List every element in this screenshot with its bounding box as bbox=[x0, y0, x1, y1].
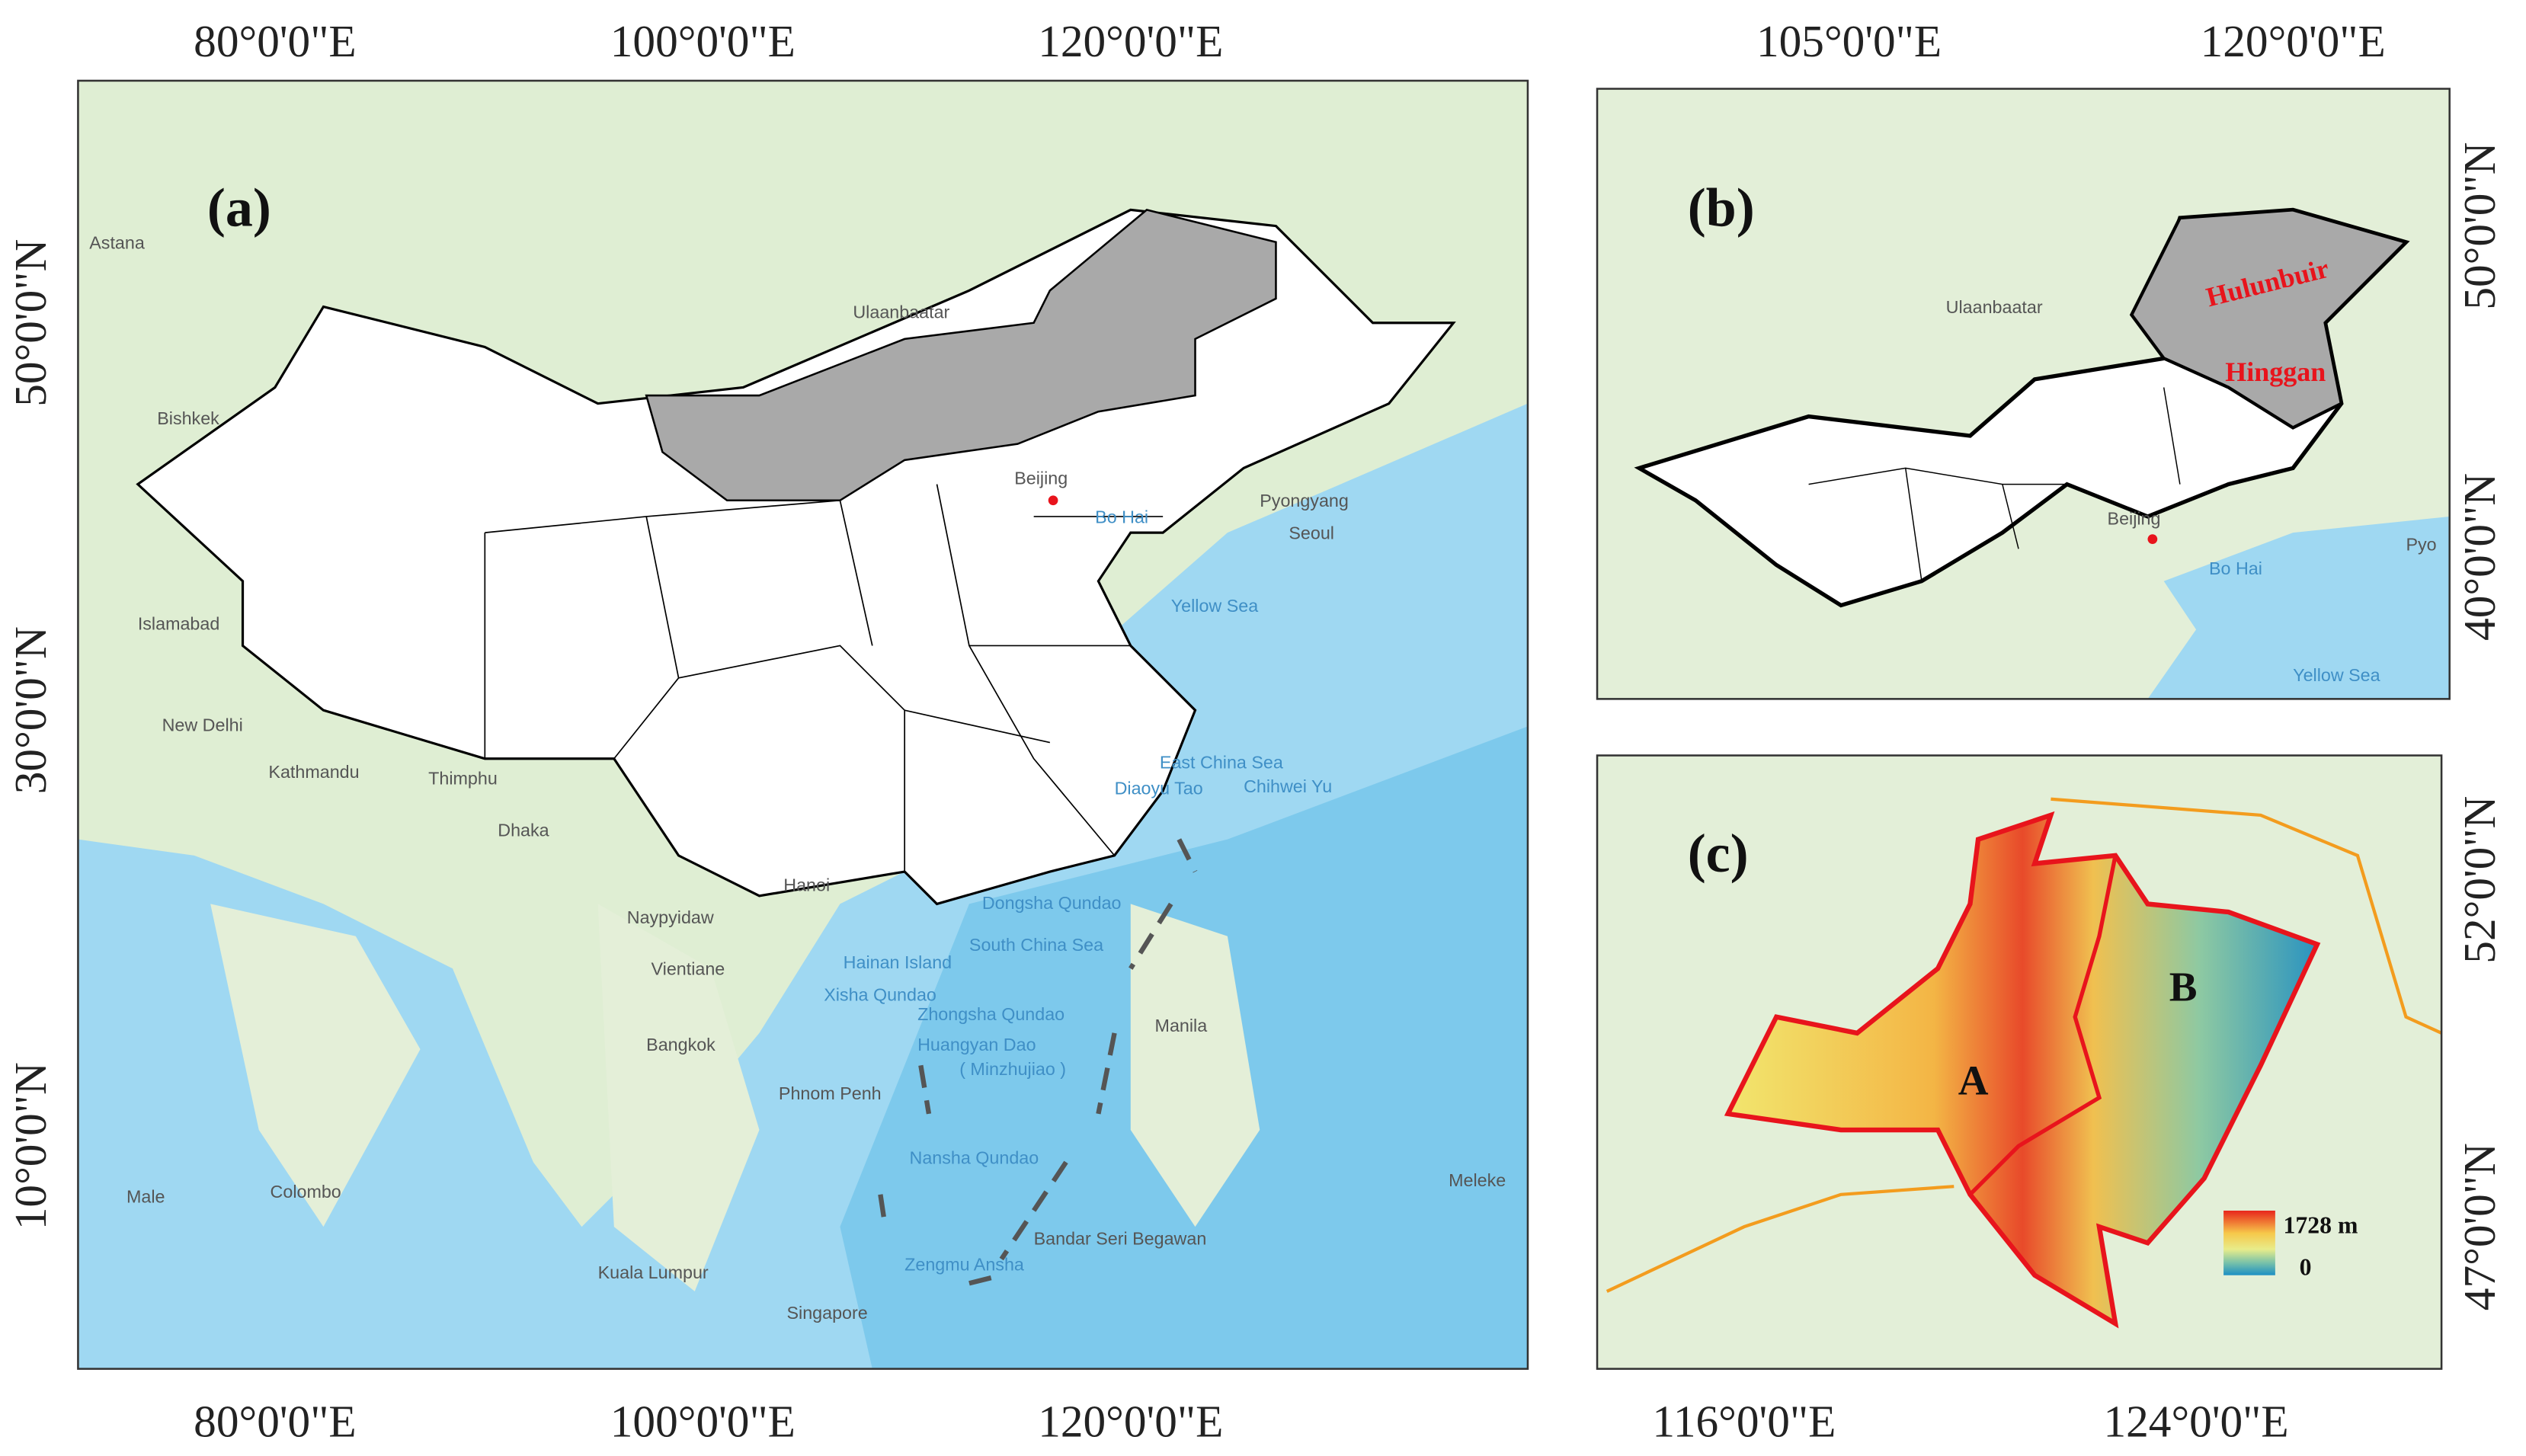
x-tick-label: 120°0'0"E bbox=[1038, 16, 1223, 66]
place-label: Pyo bbox=[2406, 534, 2436, 554]
place-label: Vientiane bbox=[652, 959, 725, 979]
place-label: Beijing bbox=[1014, 469, 1068, 488]
x-tick-label: 100°0'0"E bbox=[610, 16, 796, 66]
x-tick-label: 80°0'0"E bbox=[194, 16, 356, 66]
place-label: Ulaanbaatar bbox=[853, 302, 949, 322]
legend-label: 0 bbox=[2300, 1254, 2312, 1281]
map-c bbox=[1597, 755, 2442, 1369]
x-tick-label: 120°0'0"E bbox=[1038, 1397, 1223, 1447]
place-label: Male bbox=[126, 1186, 165, 1206]
place-label: Astana bbox=[89, 232, 145, 252]
place-label: Naypyidaw bbox=[627, 907, 714, 927]
y-tick-label: 30°0'0"N bbox=[5, 626, 56, 794]
frame bbox=[1596, 88, 2451, 700]
y-tick-label: 50°0'0"N bbox=[2454, 142, 2505, 310]
map-b bbox=[1597, 88, 2450, 699]
panel-label: (b) bbox=[1688, 178, 1755, 238]
sea-label: Dongsha Qundao bbox=[982, 893, 1122, 913]
place-label: New Delhi bbox=[162, 715, 243, 735]
sea-label: Chihwei Yu bbox=[1244, 776, 1332, 796]
sea-label: Huangyan Dao bbox=[917, 1035, 1036, 1054]
sea-label: South China Sea bbox=[969, 935, 1103, 955]
place-label: Singapore bbox=[787, 1303, 868, 1323]
y-tick-label: 52°0'0"N bbox=[2454, 796, 2505, 964]
y-tick-label: 40°0'0"N bbox=[2454, 473, 2505, 641]
x-tick-label: 105°0'0"E bbox=[1756, 16, 1942, 66]
sea-label: Hainan Island bbox=[844, 952, 952, 972]
frame bbox=[77, 79, 1529, 1370]
panel-label: (c) bbox=[1688, 823, 1749, 884]
region-label: Hinggan bbox=[2225, 357, 2326, 387]
x-tick-label: 120°0'0"E bbox=[2201, 16, 2386, 66]
place-label: Kathmandu bbox=[268, 762, 359, 782]
y-tick-label: 50°0'0"N bbox=[5, 239, 56, 407]
place-label: Meleke bbox=[1449, 1170, 1506, 1190]
place-label: Dhaka bbox=[498, 820, 549, 840]
sea-label: Yellow Sea bbox=[1171, 596, 1258, 616]
place-label: Seoul bbox=[1289, 523, 1334, 543]
place-label: Thimphu bbox=[428, 769, 498, 789]
place-label: Islamabad bbox=[138, 613, 220, 633]
sea-label: Bo Hai bbox=[2209, 558, 2262, 578]
legend-bar bbox=[2223, 1210, 2275, 1275]
sea-label: Diaoyu Tao bbox=[1115, 778, 1203, 798]
sea-label: Zhongsha Qundao bbox=[917, 1004, 1065, 1024]
place-label: Bishkek bbox=[157, 408, 219, 428]
y-tick-label: 47°0'0"N bbox=[2454, 1143, 2505, 1310]
sea-label: Xisha Qundao bbox=[824, 985, 936, 1005]
x-tick-label: 116°0'0"E bbox=[1652, 1397, 1836, 1447]
place-label: Hanoi bbox=[783, 875, 830, 894]
sea-label: Nansha Qundao bbox=[910, 1148, 1039, 1168]
place-label: Bandar Seri Begawan bbox=[1034, 1228, 1207, 1248]
place-label: Beijing bbox=[2108, 509, 2161, 529]
zone-label: B bbox=[2169, 964, 2198, 1010]
place-label: Bangkok bbox=[646, 1035, 716, 1054]
place-label: Manila bbox=[1155, 1016, 1208, 1035]
sea-label: Yellow Sea bbox=[2293, 665, 2380, 685]
x-tick-label: 124°0'0"E bbox=[2103, 1397, 2288, 1447]
sea-label: East China Sea bbox=[1160, 752, 1283, 772]
place-label: Pyongyang bbox=[1260, 491, 1349, 510]
sea-label: Bo Hai bbox=[1095, 507, 1148, 526]
panel-label: (a) bbox=[207, 178, 271, 238]
zone-label: A bbox=[1958, 1057, 1989, 1103]
y-tick-label: 10°0'0"N bbox=[5, 1062, 56, 1230]
x-tick-label: 100°0'0"E bbox=[610, 1397, 796, 1447]
place-label: Ulaanbaatar bbox=[1946, 297, 2043, 317]
place-label: Colombo bbox=[271, 1182, 341, 1202]
legend-label: 1728 m bbox=[2283, 1212, 2358, 1239]
map-a bbox=[78, 80, 1528, 1369]
place-label: Kuala Lumpur bbox=[598, 1262, 709, 1282]
x-tick-label: 80°0'0"E bbox=[194, 1397, 356, 1447]
frame bbox=[1596, 754, 2443, 1370]
sea-label: Zengmu Ansha bbox=[904, 1254, 1024, 1274]
sea-label: ( Minzhujiao ) bbox=[959, 1059, 1066, 1079]
place-label: Phnom Penh bbox=[779, 1083, 882, 1103]
